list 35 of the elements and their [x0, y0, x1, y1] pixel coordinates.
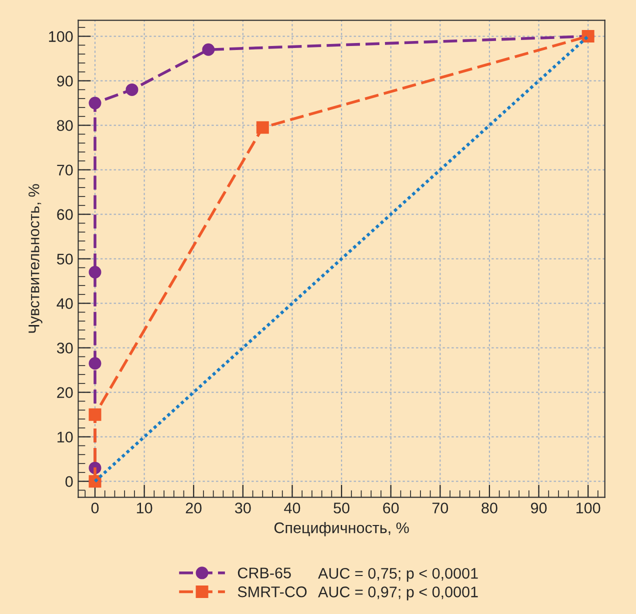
- x-tick-label: 90: [530, 502, 547, 514]
- y-tick-label: 20: [57, 387, 73, 398]
- x-tick-label: 20: [186, 502, 202, 514]
- x-tick-label: 80: [482, 502, 498, 514]
- y-tick-label: 10: [58, 432, 73, 442]
- legend-label: CRB-65: [238, 568, 291, 578]
- y-tick-label: 90: [57, 76, 73, 86]
- y-tick-label: 30: [56, 342, 73, 354]
- point: [256, 121, 269, 134]
- x-tick-label: 70: [432, 502, 448, 514]
- x-axis-title: Специфичность, %: [274, 522, 409, 536]
- point: [202, 43, 215, 56]
- y-tick-label: 50: [56, 254, 73, 264]
- x-tick-label: 60: [383, 502, 399, 514]
- point: [88, 96, 102, 110]
- y-tick-label: 80: [57, 120, 73, 131]
- x-tick-label: 40: [284, 502, 300, 514]
- text: AUC = 0,75; p < 0,0001: [318, 568, 478, 582]
- x-tick-label: 0: [91, 502, 99, 514]
- x-tick-label: 30: [235, 502, 251, 514]
- legend-label: SMRT-CO: [238, 586, 307, 598]
- y-axis-title: Чувствительность, %: [28, 184, 42, 333]
- text: AUC = 0,97; p < 0,0001: [318, 586, 478, 600]
- point: [88, 357, 102, 370]
- y-tick-label: 0: [65, 476, 73, 488]
- y-tick-label: 40: [56, 298, 73, 309]
- point: [88, 408, 102, 421]
- y-tick-label: 60: [57, 209, 73, 220]
- x-tick-label: 100: [576, 502, 600, 514]
- point: [88, 266, 102, 278]
- x-tick-label: 10: [136, 502, 152, 514]
- y-tick-label: 100: [49, 31, 73, 42]
- x-tick-label: 50: [334, 502, 350, 514]
- y-tick-label: 70: [57, 164, 73, 176]
- point: [126, 83, 138, 96]
